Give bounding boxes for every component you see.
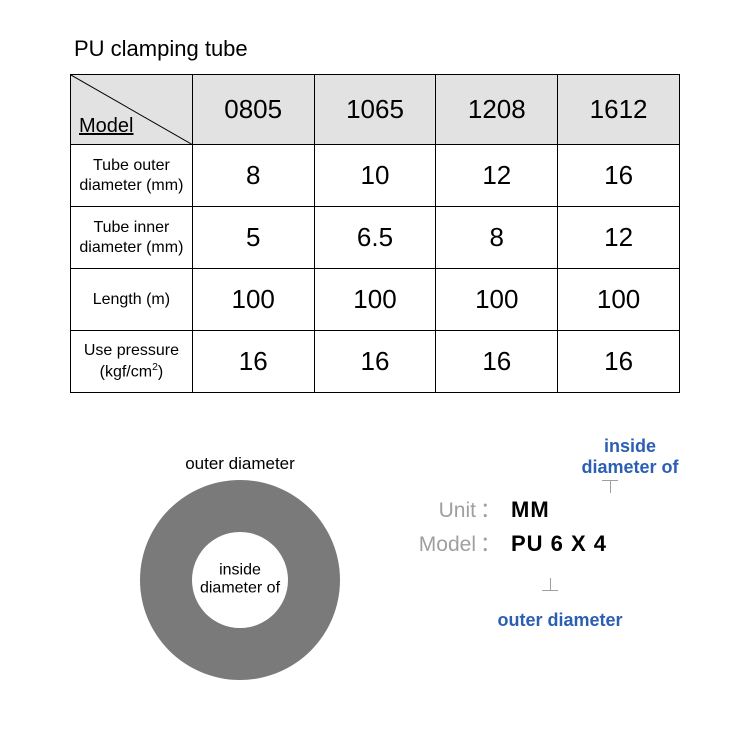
cell: 8	[192, 145, 314, 207]
diagram-area: outer diameter insidediameter of inside …	[0, 430, 750, 730]
cell: 8	[436, 207, 558, 269]
cell: 5	[192, 207, 314, 269]
outer-diameter-callout: outer diameter	[470, 610, 650, 631]
colon-icon: ：	[480, 528, 511, 558]
model-legend: Unit ： MM Model ： PU 6 X 4	[400, 490, 720, 562]
cell: 6.5	[314, 207, 436, 269]
table-row: Length (m) 100 100 100 100	[71, 269, 680, 331]
row-label: Tube innerdiameter (mm)	[71, 207, 193, 269]
col-head: 1208	[436, 75, 558, 145]
ring-diagram: outer diameter insidediameter of	[135, 454, 345, 680]
cell: 100	[314, 269, 436, 331]
outer-diameter-label: outer diameter	[135, 454, 345, 474]
legend-key: Model	[400, 533, 480, 557]
model-label: Model	[79, 115, 133, 138]
inside-diameter-callout: inside diameter of	[565, 436, 695, 477]
col-head: 1065	[314, 75, 436, 145]
inner-diameter-label: insidediameter of	[180, 562, 300, 599]
cell: 100	[192, 269, 314, 331]
dim-mark-inside	[600, 480, 620, 493]
spec-table: Model 0805 1065 1208 1612 Tube outerdiam…	[70, 74, 680, 393]
col-head: 1612	[558, 75, 680, 145]
row-label: Tube outerdiameter (mm)	[71, 145, 193, 207]
legend-model-row: Model ： PU 6 X 4	[400, 528, 720, 558]
legend-model-value: PU 6 X 4	[511, 531, 607, 557]
cell: 12	[436, 145, 558, 207]
legend-unit-row: Unit ： MM	[400, 494, 720, 524]
row-label: Length (m)	[71, 269, 193, 331]
cell: 100	[558, 269, 680, 331]
cell: 16	[314, 331, 436, 393]
spec-sheet: PU clamping tube Model 0805 1065 1208 16…	[0, 0, 750, 393]
cell: 16	[558, 331, 680, 393]
tube-ring-icon: insidediameter of	[140, 480, 340, 680]
table-header-row: Model 0805 1065 1208 1612	[71, 75, 680, 145]
table-row: Use pressure(kgf/cm2) 16 16 16 16	[71, 331, 680, 393]
page-title: PU clamping tube	[74, 36, 680, 62]
cell: 10	[314, 145, 436, 207]
cell: 12	[558, 207, 680, 269]
legend-unit-value: MM	[511, 497, 550, 523]
cell: 16	[558, 145, 680, 207]
legend-key: Unit	[400, 499, 480, 523]
cell: 16	[436, 331, 558, 393]
table-row: Tube innerdiameter (mm) 5 6.5 8 12	[71, 207, 680, 269]
model-header-cell: Model	[71, 75, 193, 145]
table-row: Tube outerdiameter (mm) 8 10 12 16	[71, 145, 680, 207]
dim-mark-outer	[540, 578, 560, 591]
row-label: Use pressure(kgf/cm2)	[71, 331, 193, 393]
cell: 16	[192, 331, 314, 393]
cell: 100	[436, 269, 558, 331]
colon-icon: ：	[480, 494, 511, 524]
col-head: 0805	[192, 75, 314, 145]
